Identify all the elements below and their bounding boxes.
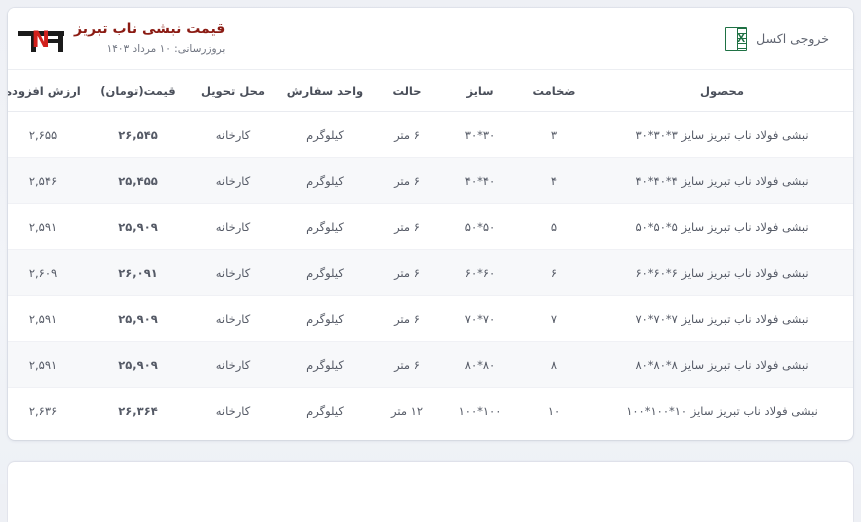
table-header-row: محصول ضخامت سایز حالت واحد سفارش محل تحو… bbox=[8, 70, 853, 112]
fnt-logo-icon: N bbox=[18, 24, 64, 54]
card-header: خروجی اکسل X قیمت نبشی ناب تبریز بروزرسا… bbox=[8, 8, 853, 70]
delivery-place-cell: کارخانه bbox=[187, 249, 279, 296]
product-cell: نبشی فولاد ناب تبریز سایز ۶*۶۰*۶۰ bbox=[591, 249, 853, 296]
table-row[interactable]: نبشی فولاد ناب تبریز سایز ۱۰*۱۰۰*۱۰۰ ۱۰ ۱۰… bbox=[8, 387, 853, 433]
column-header-price[interactable]: قیمت(تومان) bbox=[89, 70, 187, 112]
unit-cell: کیلوگرم bbox=[279, 387, 371, 433]
export-excel-label: خروجی اکسل bbox=[756, 31, 829, 46]
size-cell: ۸۰*۸۰ bbox=[443, 341, 517, 388]
price-cell: ۲۵,۹۰۹ bbox=[89, 341, 187, 388]
export-excel-button[interactable]: خروجی اکسل X bbox=[717, 21, 837, 57]
thickness-cell: ۴ bbox=[517, 157, 591, 204]
table-row[interactable]: نبشی فولاد ناب تبریز سایز ۷*۷۰*۷۰ ۷ ۷۰*۷۰ ۶… bbox=[8, 295, 853, 342]
size-cell: ۳۰*۳۰ bbox=[443, 111, 517, 158]
thickness-cell: ۵ bbox=[517, 203, 591, 250]
price-cell: ۲۵,۹۰۹ bbox=[89, 295, 187, 342]
thickness-cell: ۷ bbox=[517, 295, 591, 342]
delivery-place-cell: کارخانه bbox=[187, 111, 279, 158]
unit-cell: کیلوگرم bbox=[279, 111, 371, 158]
column-header-state[interactable]: حالت bbox=[371, 70, 443, 112]
size-cell: ۶۰*۶۰ bbox=[443, 249, 517, 296]
vat-cell: ۲,۵۹۱ bbox=[8, 295, 89, 342]
thickness-cell: ۶ bbox=[517, 249, 591, 296]
column-header-product[interactable]: محصول bbox=[591, 70, 853, 112]
state-cell: ۶ متر bbox=[371, 111, 443, 158]
column-header-vat[interactable]: ارزش افزوده bbox=[8, 70, 89, 112]
product-cell: نبشی فولاد ناب تبریز سایز ۵*۵۰*۵۰ bbox=[591, 203, 853, 250]
product-cell: نبشی فولاد ناب تبریز سایز ۷*۷۰*۷۰ bbox=[591, 295, 853, 342]
price-cell: ۲۵,۹۰۹ bbox=[89, 203, 187, 250]
header-texts: قیمت نبشی ناب تبریز بروزرسانی: ۱۰ مرداد … bbox=[74, 20, 225, 56]
column-header-thickness[interactable]: ضخامت bbox=[517, 70, 591, 112]
price-cell: ۲۶,۵۴۵ bbox=[89, 111, 187, 158]
vat-cell: ۲,۶۵۵ bbox=[8, 111, 89, 158]
delivery-place-cell: کارخانه bbox=[187, 157, 279, 204]
product-cell: نبشی فولاد ناب تبریز سایز ۳*۳۰*۳۰ bbox=[591, 111, 853, 158]
excel-icon: X bbox=[725, 26, 748, 51]
size-cell: ۷۰*۷۰ bbox=[443, 295, 517, 342]
delivery-place-cell: کارخانه bbox=[187, 341, 279, 388]
table-row[interactable]: نبشی فولاد ناب تبریز سایز ۴*۴۰*۴۰ ۴ ۴۰*۴۰ ۶… bbox=[8, 157, 853, 204]
delivery-place-cell: کارخانه bbox=[187, 387, 279, 433]
state-cell: ۶ متر bbox=[371, 341, 443, 388]
state-cell: ۶ متر bbox=[371, 249, 443, 296]
column-header-size[interactable]: سایز bbox=[443, 70, 517, 112]
thickness-cell: ۸ bbox=[517, 341, 591, 388]
price-cell: ۲۶,۳۶۴ bbox=[89, 387, 187, 433]
vat-cell: ۲,۵۹۱ bbox=[8, 341, 89, 388]
state-cell: ۶ متر bbox=[371, 157, 443, 204]
unit-cell: کیلوگرم bbox=[279, 203, 371, 250]
product-cell: نبشی فولاد ناب تبریز سایز ۴*۴۰*۴۰ bbox=[591, 157, 853, 204]
price-cell: ۲۶,۰۹۱ bbox=[89, 249, 187, 296]
delivery-place-cell: کارخانه bbox=[187, 295, 279, 342]
price-table: محصول ضخامت سایز حالت واحد سفارش محل تحو… bbox=[8, 70, 853, 433]
unit-cell: کیلوگرم bbox=[279, 157, 371, 204]
price-table-card: خروجی اکسل X قیمت نبشی ناب تبریز بروزرسا… bbox=[8, 8, 853, 440]
size-cell: ۴۰*۴۰ bbox=[443, 157, 517, 204]
page-title: قیمت نبشی ناب تبریز bbox=[74, 21, 226, 38]
price-cell: ۲۵,۴۵۵ bbox=[89, 157, 187, 204]
state-cell: ۶ متر bbox=[371, 295, 443, 342]
product-cell: نبشی فولاد ناب تبریز سایز ۱۰*۱۰۰*۱۰۰ bbox=[591, 387, 853, 433]
state-cell: ۱۲ متر bbox=[371, 387, 443, 433]
table-row[interactable]: نبشی فولاد ناب تبریز سایز ۸*۸۰*۸۰ ۸ ۸۰*۸۰ ۶… bbox=[8, 341, 853, 388]
state-cell: ۶ متر bbox=[371, 203, 443, 250]
thickness-cell: ۳ bbox=[517, 111, 591, 158]
unit-cell: کیلوگرم bbox=[279, 295, 371, 342]
unit-cell: کیلوگرم bbox=[279, 341, 371, 388]
vat-cell: ۲,۶۳۶ bbox=[8, 387, 89, 433]
next-section-card bbox=[8, 462, 853, 522]
last-update-text: بروزرسانی: ۱۰ مرداد ۱۴۰۳ bbox=[106, 43, 226, 56]
table-body: نبشی فولاد ناب تبریز سایز ۳*۳۰*۳۰ ۳ ۳۰*۳۰ ۶… bbox=[8, 111, 853, 433]
product-cell: نبشی فولاد ناب تبریز سایز ۸*۸۰*۸۰ bbox=[591, 341, 853, 388]
header-title-group: قیمت نبشی ناب تبریز بروزرسانی: ۱۰ مرداد … bbox=[18, 20, 225, 56]
column-header-place[interactable]: محل تحویل bbox=[187, 70, 279, 112]
delivery-place-cell: کارخانه bbox=[187, 203, 279, 250]
table-row[interactable]: نبشی فولاد ناب تبریز سایز ۵*۵۰*۵۰ ۵ ۵۰*۵۰ ۶… bbox=[8, 203, 853, 250]
vat-cell: ۲,۵۹۱ bbox=[8, 203, 89, 250]
unit-cell: کیلوگرم bbox=[279, 249, 371, 296]
size-cell: ۱۰۰*۱۰۰ bbox=[443, 387, 517, 433]
vat-cell: ۲,۶۰۹ bbox=[8, 249, 89, 296]
thickness-cell: ۱۰ bbox=[517, 387, 591, 433]
table-row[interactable]: نبشی فولاد ناب تبریز سایز ۳*۳۰*۳۰ ۳ ۳۰*۳۰ ۶… bbox=[8, 111, 853, 158]
logo-accent-letter: N bbox=[31, 27, 50, 53]
vat-cell: ۲,۵۴۶ bbox=[8, 157, 89, 204]
column-header-unit[interactable]: واحد سفارش bbox=[279, 70, 371, 112]
table-row[interactable]: نبشی فولاد ناب تبریز سایز ۶*۶۰*۶۰ ۶ ۶۰*۶۰ ۶… bbox=[8, 249, 853, 296]
size-cell: ۵۰*۵۰ bbox=[443, 203, 517, 250]
